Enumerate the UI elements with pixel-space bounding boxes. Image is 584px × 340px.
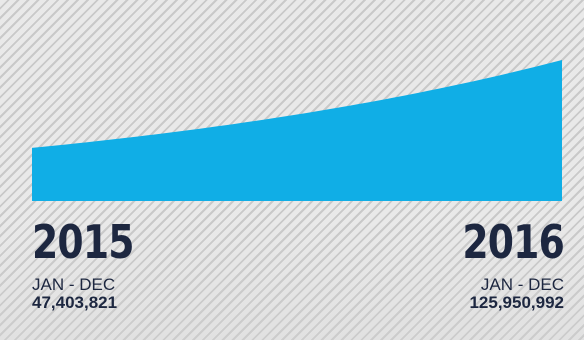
end-value-label: 125,950,992 <box>469 293 564 312</box>
end-year-label: 2016 <box>462 215 565 269</box>
growth-area <box>32 60 562 201</box>
end-period-label: JAN - DEC <box>480 275 564 294</box>
start-value-label: 47,403,821 <box>32 293 118 312</box>
start-period-label: JAN - DEC <box>32 275 116 294</box>
start-year-label: 2015 <box>32 215 135 269</box>
